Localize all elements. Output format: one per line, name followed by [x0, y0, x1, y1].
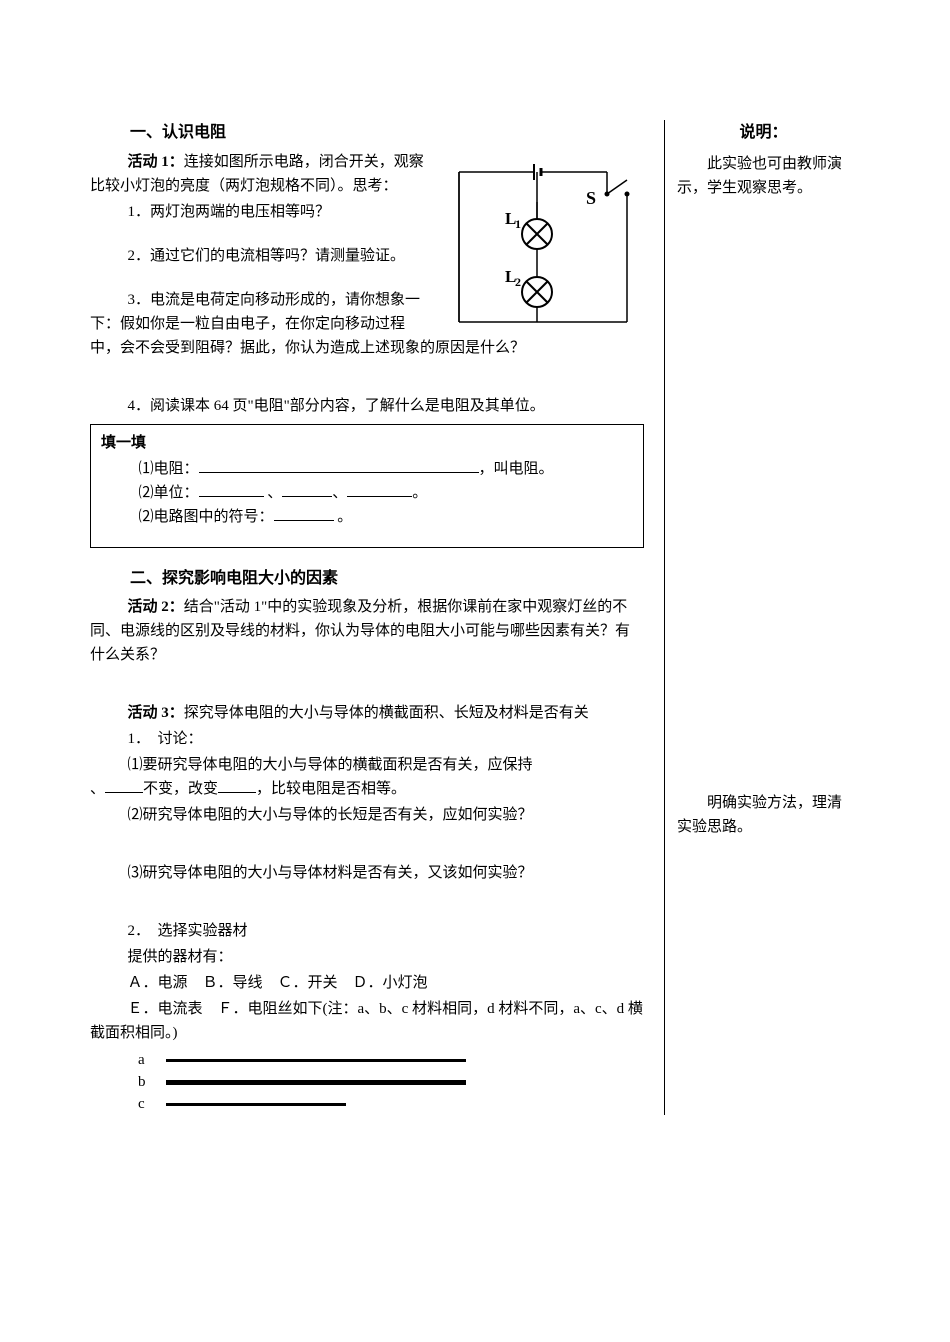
discuss-1-cont: 、不变，改变，比较电阻是否相等。	[90, 777, 644, 801]
activity1-label: 活动 1：	[128, 154, 184, 170]
blank-keep-1[interactable]	[105, 778, 143, 793]
fill-line-1: ⑴电阻：，叫电阻。	[101, 457, 633, 481]
side-note-2: 明确实验方法，理清实验思路。	[677, 791, 850, 839]
activity2-label: 活动 2：	[128, 599, 184, 615]
fill-in-box: 填一填 ⑴电阻：，叫电阻。 ⑵单位： 、、。 ⑵电路图中的符号： 。	[90, 424, 644, 548]
blank-unit-1[interactable]	[199, 482, 264, 497]
equipment-heading: 2． 选择实验器材	[90, 919, 644, 943]
svg-text:2: 2	[515, 275, 521, 289]
resistor-wires: a b c	[138, 1049, 644, 1115]
side-column: 说明： 此实验也可由教师演示，学生观察思考。 明确实验方法，理清实验思路。	[665, 120, 850, 1115]
fill-title: 填一填	[101, 431, 633, 455]
equipment-supply: 提供的器材有：	[90, 945, 644, 969]
blank-resistance-def[interactable]	[199, 458, 479, 473]
wire-b	[166, 1080, 466, 1085]
activity3-text: 探究导体电阻的大小与导体的横截面积、长短及材料是否有关	[184, 705, 589, 721]
page-layout: 一、认识电阻 S	[90, 120, 860, 1115]
circuit-diagram: S L 1 L 2	[439, 154, 644, 334]
activity2-block: 活动 2：结合"活动 1"中的实验现象及分析，根据你课前在家中观察灯丝的不同、电…	[90, 595, 644, 667]
equipment-list-1: Ａ．电源 Ｂ．导线 Ｃ．开关 Ｄ．小灯泡	[90, 971, 644, 995]
discuss-3: ⑶研究导体电阻的大小与导体材料是否有关，又该如何实验？	[90, 861, 644, 885]
wire-b-label: b	[138, 1070, 166, 1094]
equipment-list-2: Ｅ．电流表 Ｆ．电阻丝如下(注：a、b、c 材料相同，d 材料不同，a、c、d …	[90, 997, 644, 1045]
blank-unit-2[interactable]	[282, 482, 332, 497]
blank-unit-3[interactable]	[347, 482, 412, 497]
blank-symbol[interactable]	[274, 506, 334, 521]
activity3-block: 活动 3：探究导体电阻的大小与导体的横截面积、长短及材料是否有关	[90, 701, 644, 725]
fill-line-3: ⑵电路图中的符号： 。	[101, 505, 633, 529]
section1-title: 一、认识电阻	[90, 120, 644, 146]
svg-text:1: 1	[515, 217, 521, 231]
wire-c-label: c	[138, 1092, 166, 1116]
side-note-1: 此实验也可由教师演示，学生观察思考。	[677, 152, 850, 200]
discuss-2: ⑵研究导体电阻的大小与导体的长短是否有关，应如何实验？	[90, 803, 644, 827]
wire-b-row: b	[138, 1071, 644, 1093]
question-4: 4．阅读课本 64 页"电阻"部分内容，了解什么是电阻及其单位。	[90, 394, 644, 418]
wire-a-label: a	[138, 1048, 166, 1072]
fill-line-2: ⑵单位： 、、。	[101, 481, 633, 505]
switch-label: S	[586, 188, 596, 208]
discuss-heading: 1． 讨论：	[90, 727, 644, 751]
wire-a	[166, 1059, 466, 1062]
blank-change[interactable]	[218, 778, 256, 793]
activity3-label: 活动 3：	[128, 705, 184, 721]
main-column: 一、认识电阻 S	[90, 120, 665, 1115]
discuss-1: ⑴要研究导体电阻的大小与导体的横截面积是否有关，应保持	[90, 753, 644, 777]
wire-c-row: c	[138, 1093, 644, 1115]
activity1-block: S L 1 L 2	[90, 150, 644, 362]
section2-title: 二、探究影响电阻大小的因素	[90, 566, 644, 592]
wire-a-row: a	[138, 1049, 644, 1071]
wire-c	[166, 1103, 346, 1106]
side-title: 说明：	[677, 120, 850, 146]
